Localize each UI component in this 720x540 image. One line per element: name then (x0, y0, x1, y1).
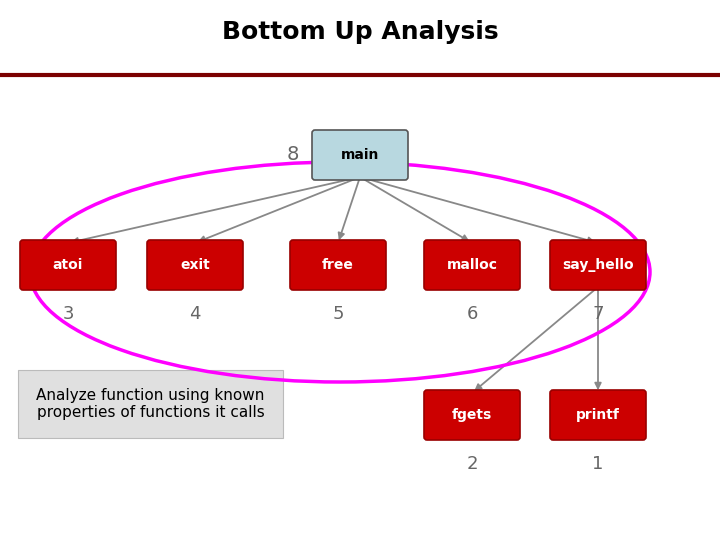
Text: 5: 5 (332, 305, 343, 323)
FancyBboxPatch shape (424, 390, 520, 440)
Text: printf: printf (576, 408, 620, 422)
FancyBboxPatch shape (18, 370, 283, 438)
Text: 3: 3 (62, 305, 73, 323)
Text: Bottom Up Analysis: Bottom Up Analysis (222, 20, 498, 44)
FancyBboxPatch shape (147, 240, 243, 290)
FancyBboxPatch shape (550, 390, 646, 440)
Text: main: main (341, 148, 379, 162)
FancyBboxPatch shape (20, 240, 116, 290)
FancyBboxPatch shape (424, 240, 520, 290)
Text: exit: exit (180, 258, 210, 272)
Text: 1: 1 (593, 455, 603, 473)
FancyBboxPatch shape (550, 240, 646, 290)
Text: 6: 6 (467, 305, 477, 323)
Text: 7: 7 (593, 305, 604, 323)
Text: 8: 8 (287, 145, 300, 165)
FancyBboxPatch shape (290, 240, 386, 290)
Text: say_hello: say_hello (562, 258, 634, 272)
FancyBboxPatch shape (312, 130, 408, 180)
Text: 4: 4 (189, 305, 201, 323)
Text: atoi: atoi (53, 258, 84, 272)
Text: 2: 2 (467, 455, 478, 473)
Text: Analyze function using known
properties of functions it calls: Analyze function using known properties … (36, 388, 265, 420)
Text: free: free (322, 258, 354, 272)
Text: fgets: fgets (452, 408, 492, 422)
Text: malloc: malloc (446, 258, 498, 272)
